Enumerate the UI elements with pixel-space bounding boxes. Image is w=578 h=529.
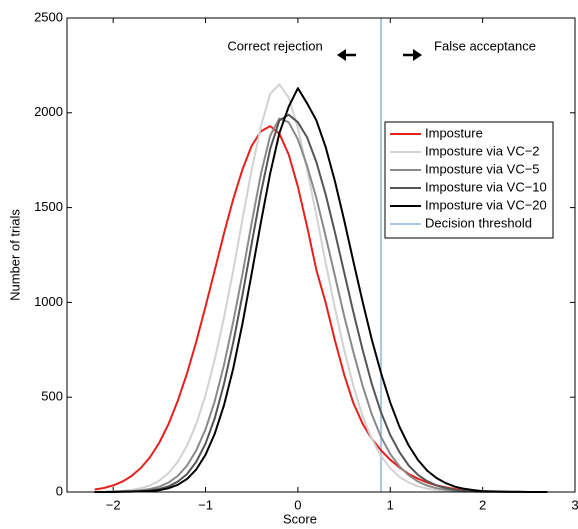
plot-frame (66, 17, 576, 493)
x-tick-label: 2 (479, 497, 486, 512)
legend-box (384, 121, 554, 239)
legend-label: Imposture via VC−5 (425, 161, 540, 176)
y-tick-label: 1000 (34, 294, 63, 309)
legend-label: Decision threshold (425, 215, 532, 230)
arrow-right (403, 49, 422, 61)
series-line (94, 87, 548, 493)
y-tick-label: 500 (41, 389, 63, 404)
x-tick-label: −2 (106, 497, 121, 512)
arrow-left (337, 49, 356, 61)
y-tick-label: 1500 (34, 199, 63, 214)
y-axis-label: Number of trials (7, 209, 22, 301)
x-axis-label: Score (283, 511, 317, 526)
annotation: Correct rejection (227, 38, 322, 53)
y-tick-label: 2000 (34, 104, 63, 119)
x-tick-label: 3 (571, 497, 578, 512)
series-line (94, 113, 548, 493)
legend-label: Imposture via VC−10 (425, 179, 547, 194)
y-tick-label: 0 (56, 483, 63, 498)
x-tick-label: 0 (294, 497, 301, 512)
x-tick-label: 1 (387, 497, 394, 512)
legend-label: Imposture via VC−2 (425, 143, 540, 158)
y-tick-label: 2500 (34, 9, 63, 24)
annotation: False acceptance (434, 38, 536, 53)
legend-label: Imposture via VC−20 (425, 197, 547, 212)
legend-label: Imposture (425, 125, 483, 140)
legend: Imposture Imposture via VC−2 Imposture via… (384, 121, 554, 239)
x-tick-label: −1 (198, 497, 213, 512)
